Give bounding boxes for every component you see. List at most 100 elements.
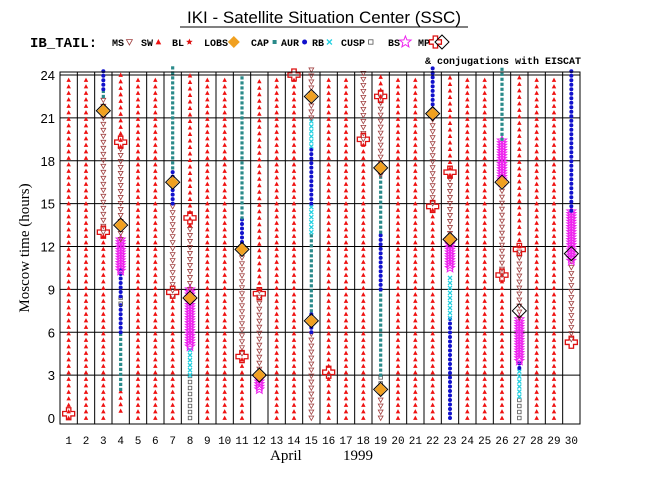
data-point-sw	[274, 396, 279, 401]
data-point-sw	[482, 181, 487, 186]
data-point-mp	[114, 135, 128, 149]
data-point-sw	[447, 153, 453, 158]
data-point-sw	[551, 259, 557, 264]
data-point-sw	[291, 240, 297, 245]
data-point-sw	[361, 246, 366, 251]
data-point-cap	[500, 87, 504, 91]
data-point-cap	[171, 141, 175, 145]
data-point-sw	[465, 188, 470, 193]
data-point-sw	[465, 357, 470, 362]
data-point-rb	[187, 362, 193, 368]
data-point-sw	[66, 272, 71, 277]
data-point-sw	[413, 350, 418, 355]
data-point-aur	[448, 384, 452, 389]
data-point-sw	[465, 110, 470, 115]
data-point-ms	[100, 211, 107, 218]
data-point-sw	[83, 337, 89, 342]
data-point-sw	[482, 246, 487, 251]
data-point-sw	[499, 376, 505, 381]
data-point-sw	[222, 389, 227, 394]
data-point-ms	[308, 397, 315, 404]
data-point-sw	[101, 363, 106, 368]
data-point-sw	[257, 150, 262, 155]
data-point-mp	[322, 365, 336, 379]
data-point-ms	[169, 222, 176, 228]
data-point-ms	[117, 201, 124, 207]
legend-label: BL	[172, 39, 184, 50]
data-point-sw	[482, 259, 487, 264]
data-point-sw	[257, 280, 262, 285]
data-point-sw	[135, 233, 141, 238]
data-point-sw	[361, 214, 366, 219]
data-point-sw	[274, 214, 279, 219]
data-point-rb	[516, 394, 522, 400]
data-point-mp	[512, 242, 526, 257]
data-point-sw	[551, 318, 557, 323]
x-tick-label: 3	[100, 436, 107, 448]
data-point-ms	[516, 261, 523, 268]
data-point-cap	[500, 67, 504, 71]
data-point-bs	[114, 241, 127, 253]
data-point-bs	[513, 341, 526, 353]
data-point-sw	[465, 97, 470, 102]
data-point-sw	[413, 149, 418, 154]
data-point-sw	[326, 272, 331, 277]
data-point-sw	[101, 285, 106, 290]
data-point-sw	[66, 305, 71, 310]
data-point-sw	[118, 105, 123, 110]
data-point-ms	[238, 291, 246, 297]
data-point-ms	[100, 169, 107, 176]
data-point-sw	[413, 305, 418, 310]
data-point-sw	[482, 103, 487, 108]
data-point-ms	[238, 327, 246, 333]
data-point-sw	[101, 253, 106, 258]
data-point-aur	[101, 82, 106, 87]
data-point-sw	[482, 279, 487, 284]
data-point-cap	[240, 96, 244, 100]
data-point-aur	[240, 222, 244, 226]
data-point-sw	[551, 103, 557, 108]
data-point-sw	[534, 194, 539, 199]
data-point-sw	[257, 202, 262, 207]
data-point-sw	[413, 331, 418, 336]
data-point-cusp	[187, 379, 193, 385]
day-column-26	[496, 67, 508, 420]
data-point-sw	[222, 318, 227, 323]
data-point-sw	[326, 266, 331, 271]
data-point-sw	[534, 344, 539, 349]
data-point-cap	[240, 206, 244, 210]
data-point-sw	[205, 285, 210, 290]
data-point-sw	[83, 90, 89, 95]
data-point-ms	[308, 391, 315, 398]
data-point-cap	[171, 121, 175, 125]
data-point-sw	[551, 409, 557, 414]
data-point-sw	[326, 253, 331, 258]
data-point-sw	[66, 84, 71, 89]
data-point-sw	[465, 331, 470, 336]
data-point-ms	[238, 333, 246, 339]
data-point-sw	[482, 298, 487, 303]
data-point-bs	[513, 339, 526, 351]
data-point-sw	[534, 337, 539, 342]
data-point-sw	[447, 127, 453, 132]
data-point-sw	[66, 253, 71, 258]
data-point-bs	[565, 220, 578, 233]
data-point-sw	[187, 118, 193, 123]
data-point-sw	[274, 194, 279, 199]
data-point-cap	[240, 211, 244, 215]
legend-item-bl: BL	[172, 38, 193, 50]
data-point-sw	[551, 97, 557, 102]
data-point-sw	[326, 331, 331, 336]
data-point-ms	[308, 373, 315, 380]
data-point-sw	[534, 103, 539, 108]
data-point-sw	[534, 396, 539, 401]
data-point-sw	[83, 142, 89, 147]
data-point-sw	[413, 142, 418, 147]
data-point-sw	[326, 292, 331, 297]
data-point-sw	[447, 172, 453, 177]
data-point-sw	[430, 376, 435, 381]
data-point-rb	[447, 285, 453, 291]
data-point-sw	[430, 402, 435, 407]
data-point-aur	[309, 152, 314, 157]
x-tick-label: 6	[152, 436, 159, 448]
